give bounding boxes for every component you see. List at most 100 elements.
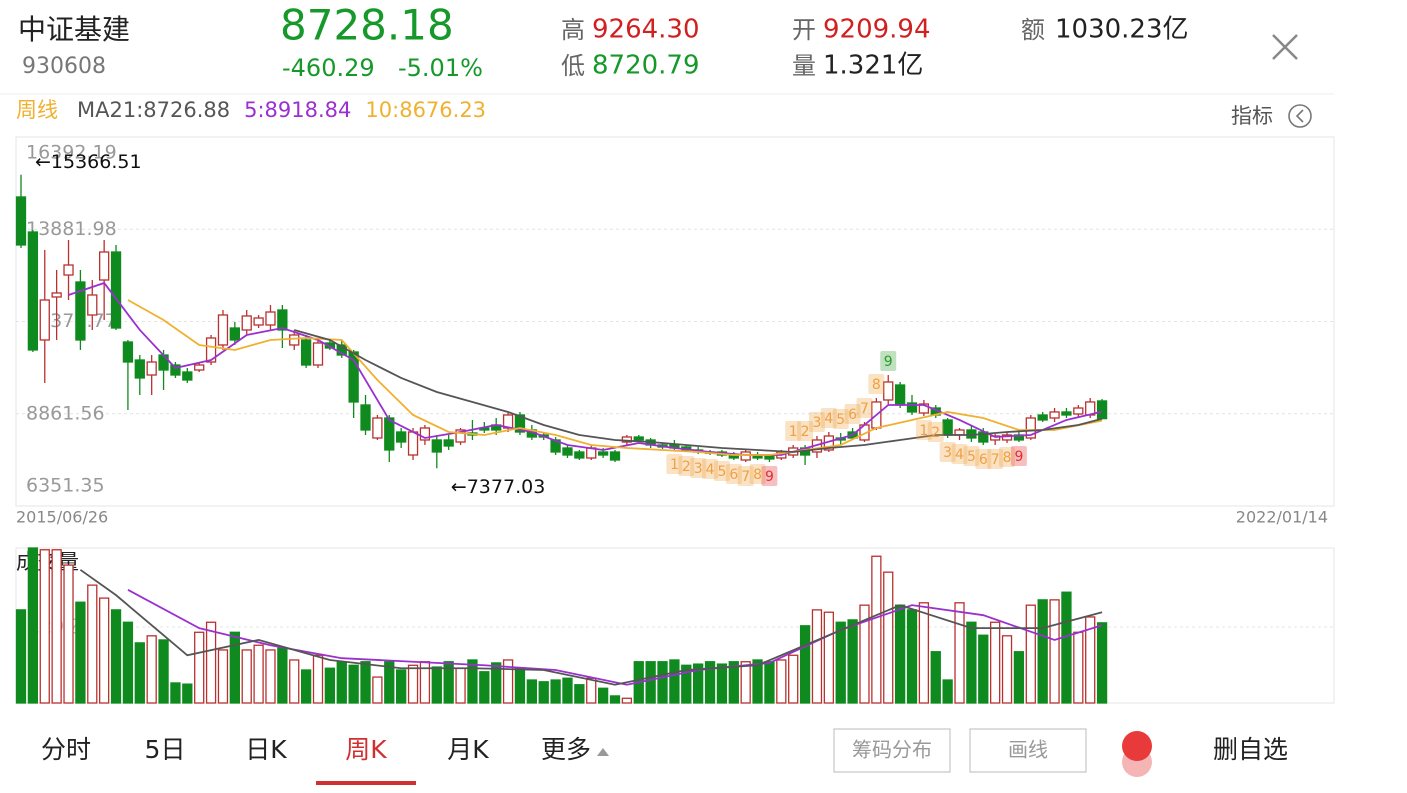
td-badge bbox=[832, 408, 849, 429]
td-badge bbox=[927, 421, 944, 442]
volume-bar bbox=[894, 604, 906, 704]
candle-body bbox=[265, 311, 276, 326]
candle-body bbox=[194, 364, 205, 371]
candle-body bbox=[1049, 411, 1060, 419]
volume-bar bbox=[1061, 591, 1072, 704]
volume-ma-line bbox=[79, 569, 1103, 686]
td-label: 9 bbox=[1014, 449, 1023, 465]
candle-body bbox=[27, 231, 39, 351]
td-badge bbox=[808, 412, 825, 433]
candle-body bbox=[87, 294, 98, 316]
volume-bar bbox=[1085, 616, 1096, 704]
candle-body bbox=[324, 342, 336, 349]
volume: 1.321亿 bbox=[823, 51, 923, 81]
volume-bar bbox=[538, 681, 549, 704]
tab[interactable]: 分时 bbox=[41, 735, 91, 764]
td-badge bbox=[725, 464, 742, 485]
volume-bar bbox=[776, 659, 787, 704]
volume-bar bbox=[229, 631, 240, 704]
volume-bar bbox=[728, 661, 739, 704]
draw-button-label[interactable]: 画线 bbox=[1008, 738, 1048, 762]
volume-bar bbox=[1049, 599, 1060, 704]
td-label: 9 bbox=[765, 469, 774, 485]
td-label: 1 bbox=[919, 423, 928, 439]
amount-label: 额 bbox=[1021, 16, 1045, 44]
td-label: 8 bbox=[872, 377, 881, 393]
volume-bar bbox=[134, 642, 145, 704]
volume-bar bbox=[75, 601, 86, 704]
volume-bar bbox=[170, 682, 181, 704]
volume-bar bbox=[681, 664, 692, 704]
candle-body bbox=[597, 451, 609, 456]
candle-body bbox=[312, 342, 324, 366]
volume-bar bbox=[621, 697, 633, 704]
index-code: 930608 bbox=[22, 54, 106, 79]
volume-bar bbox=[657, 661, 668, 704]
chip-button-label[interactable]: 筹码分布 bbox=[852, 738, 932, 762]
volume-bar bbox=[906, 609, 918, 704]
candle-body bbox=[182, 371, 193, 381]
candle-body bbox=[372, 417, 383, 439]
volume-bar bbox=[645, 661, 656, 704]
chip-button[interactable] bbox=[833, 728, 951, 773]
volume-bar bbox=[122, 621, 134, 704]
volume-bar bbox=[277, 647, 288, 704]
tab[interactable]: 日K bbox=[245, 735, 287, 764]
volume-bar bbox=[799, 625, 811, 704]
tab[interactable]: 更多 bbox=[541, 735, 591, 764]
candle-body bbox=[170, 364, 181, 376]
candle-body bbox=[63, 264, 74, 276]
volume-bar bbox=[859, 604, 870, 704]
close-button[interactable] bbox=[1272, 34, 1298, 60]
td-label: 9 bbox=[884, 354, 893, 370]
volume-bar bbox=[27, 547, 39, 704]
draw-button[interactable] bbox=[969, 728, 1087, 773]
volume-bar bbox=[597, 687, 609, 704]
td-label: 1 bbox=[670, 457, 679, 473]
remove-favorite[interactable]: 删自选 bbox=[1213, 735, 1288, 764]
candle-body bbox=[110, 251, 122, 329]
candle-body bbox=[455, 429, 466, 443]
td-label: 5 bbox=[836, 412, 845, 428]
volume-bar bbox=[847, 619, 858, 704]
indicator-button[interactable]: 指标 bbox=[1231, 104, 1273, 128]
volume-bar bbox=[966, 621, 977, 704]
volume-bar bbox=[182, 683, 193, 704]
volume-bar bbox=[883, 571, 894, 704]
volume-bar bbox=[265, 649, 276, 704]
volume-bar bbox=[455, 667, 466, 704]
tab[interactable]: 5日 bbox=[145, 735, 186, 764]
tab-underline bbox=[316, 781, 416, 785]
candle-body bbox=[360, 404, 371, 431]
tab[interactable]: 月K bbox=[447, 735, 489, 764]
td-badge bbox=[915, 419, 932, 440]
volume-bar bbox=[1073, 631, 1084, 704]
volume-bar bbox=[1001, 635, 1013, 704]
record-icon[interactable] bbox=[1122, 731, 1152, 761]
td-label: 2 bbox=[931, 425, 940, 441]
volume-bar bbox=[110, 609, 122, 704]
td-badge bbox=[820, 407, 837, 428]
td-label: 5 bbox=[717, 464, 726, 480]
td-label: 6 bbox=[729, 467, 738, 483]
volume-bar bbox=[871, 555, 882, 704]
volume-bar bbox=[360, 661, 371, 704]
candle-body bbox=[942, 419, 953, 436]
td-label: 3 bbox=[694, 461, 703, 477]
tab[interactable]: 周K bbox=[345, 735, 387, 764]
td-label: 7 bbox=[860, 401, 869, 417]
td-badge bbox=[797, 420, 814, 441]
ma-line bbox=[68, 281, 1103, 456]
candle-body bbox=[443, 439, 454, 447]
indicator-icon[interactable] bbox=[1288, 104, 1312, 128]
volume-bar bbox=[752, 659, 763, 704]
ma-line bbox=[127, 299, 1103, 456]
open: 9209.94 bbox=[823, 15, 931, 45]
volume-bar bbox=[669, 659, 680, 704]
volume-bar bbox=[312, 654, 324, 704]
volume-bar bbox=[930, 651, 941, 704]
candle-body bbox=[883, 381, 894, 401]
candle-body bbox=[75, 281, 86, 341]
y-tick-label: 11371.77 bbox=[26, 310, 117, 332]
td-label: 7 bbox=[741, 469, 750, 485]
